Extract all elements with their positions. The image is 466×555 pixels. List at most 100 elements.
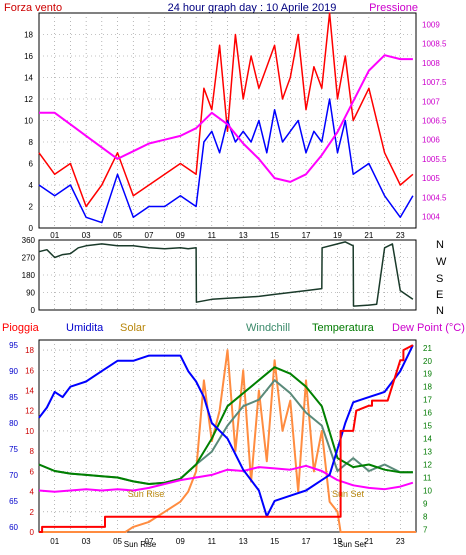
panel1-right-tick-label: 1004 [422,212,440,221]
panel3-annotation-label: Sun Set [332,489,365,499]
panel3-x-tick-label: 17 [302,537,311,546]
panel1-x-tick-label: 09 [176,231,185,240]
panel3-left-axis: 60 65 70 75 80 85 90 95 [9,341,18,532]
panel3-right-tick-label: 14 [423,435,432,444]
panel1-series-line-1 [38,98,414,224]
panel1-x-tick-label: 11 [208,231,217,240]
panel3-header-label: Windchill [246,322,290,334]
panel1-x-tick-label: 19 [333,231,342,240]
panel2-left-tick-label: 90 [26,289,35,298]
panel1-left-tick-label: 4 [29,181,34,190]
panel1-right-tick-label: 1008 [422,59,440,68]
panel3-series-line-dew-point [38,464,414,493]
panel3-header-label: Umidita [66,322,104,334]
panel3-x-tick-label: 03 [82,537,91,546]
panel3-right-tick-label: 16 [423,409,432,418]
panel3-right-tick-label: 11 [423,474,432,483]
panel3-mid-tick-label: 10 [25,427,34,436]
panel3-series-line-umidita [38,344,414,518]
panel3-right-tick-label: 10 [423,486,432,495]
panel1-x-tick-label: 05 [113,231,122,240]
panel2-compass-label: W [436,256,447,268]
panel1-x-tick-label: 23 [396,231,405,240]
panel1-left-tick-label: 2 [29,203,34,212]
panel3-x-tick-label: 09 [176,537,185,546]
panel2-compass-label: N [436,305,444,317]
panel1-x-tick-label: 13 [239,231,248,240]
panel3-mid-tick-label: 2 [30,508,35,517]
panel3-x-tick-label: 13 [239,537,248,546]
panel3-left-tick-label: 65 [9,497,18,506]
panel3-right-tick-label: 17 [423,396,432,405]
panel3-mid-tick-label: 16 [25,366,34,375]
panel1-x-tick-label: 15 [270,231,279,240]
panel3-series-line-temperatura [38,366,413,485]
panel1-series-line-2 [39,54,413,183]
panel3-series-line-pioggia [39,344,414,533]
panel3-header-label: Dew Point (°C) [392,322,465,334]
panel3-right-tick-label: 13 [423,448,432,457]
panel3-x-tick-label: 23 [396,537,405,546]
panel3-mid-tick-label: 6 [30,467,35,476]
panel3-x-tick-label: 07 [145,537,154,546]
panel1-right-axis: 1004 1004.5 1005 1005.5 1006 1006.5 1007 1007.5… [422,21,447,222]
panel2-left-tick-label: 270 [22,254,36,263]
panel3-mid-tick-label: 4 [30,488,35,497]
panel1-right-tick-label: 1007.5 [422,78,447,87]
panel2-series-line-0 [38,241,414,307]
panel1-left-tick-label: 0 [29,224,34,233]
panel3-right-tick-label: 20 [423,357,432,366]
panel1-left-tick-label: 12 [24,95,33,104]
panel2-grid [39,240,416,310]
panel3-x-tick-label: 01 [50,537,59,546]
panel3-header: Pioggia Umidita Solar Windchill Temperatura D… [2,322,465,334]
panel3-right-tick-label: 7 [423,525,428,534]
panel3-left-tick-label: 90 [9,367,18,376]
panel3-series-line-solar [39,349,416,533]
panel3-annotation-label: Sun Set [338,540,367,549]
panel3-right-tick-label: 19 [423,370,432,379]
panel1-left-tick-label: 18 [24,31,33,40]
panel1-left-axis: 0 2 4 6 8 10 12 14 16 18 [24,31,33,234]
panel1-x-tick-label: 01 [50,231,59,240]
panel3-mid-tick-label: 12 [25,407,34,416]
panel3-right-tick-label: 12 [423,461,432,470]
panel3-annotation-label: Sun Rise [128,489,165,499]
panel2-series [38,241,414,307]
panel1-right-label: Pressione [369,2,418,14]
panel1-left-tick-label: 14 [24,74,33,83]
panel2-left-tick-label: 180 [22,271,36,280]
panel1-x-tick-label: 21 [364,231,373,240]
panel1-x-tick-label: 03 [82,231,91,240]
panel3-annotations: Sun Rise Sun Rise Sun Set Sun Set [124,489,367,549]
panel1-left-tick-label: 16 [24,52,33,61]
panel3-left-tick-label: 80 [9,419,18,428]
panel1-series-line-0 [38,12,414,208]
panel1-right-tick-label: 1006 [422,136,440,145]
panel1-right-tick-label: 1005.5 [422,155,447,164]
panel3-x-tick-label: 05 [113,537,122,546]
panel1-left-tick-label: 6 [29,160,34,169]
panel1-right-tick-label: 1008.5 [422,40,447,49]
panel1-series [38,12,414,224]
panel3-mid-tick-label: 0 [30,528,35,537]
panel1-title: 24 hour graph day : 10 Aprile 2019 [168,2,337,14]
panel1-x-tick-label: 17 [302,231,311,240]
panel1-right-tick-label: 1006.5 [422,117,447,126]
panel1-left-tick-label: 10 [24,117,33,126]
panel1-x-tick-label: 07 [145,231,154,240]
panel3-right-axis: 7 8 9 10 11 12 13 14 15 16 17 18 19 20 21 [423,344,432,535]
panel1-right-tick-label: 1004.5 [422,193,447,202]
panel1-x-axis: 01 03 05 07 09 11 13 15 17 19 21 23 [50,231,405,240]
panel3-right-tick-label: 18 [423,383,432,392]
panel3-right-tick-label: 15 [423,422,432,431]
panel3-mid-axis: 0 2 4 6 8 10 12 14 16 18 [25,346,34,537]
panel3-series [38,344,416,533]
panel3-left-tick-label: 85 [9,393,18,402]
panel3-x-tick-label: 19 [333,537,342,546]
panel1-left-label: Forza vento [4,2,62,14]
panel2-compass-label: S [436,273,443,285]
panel3-x-tick-label: 11 [208,537,217,546]
